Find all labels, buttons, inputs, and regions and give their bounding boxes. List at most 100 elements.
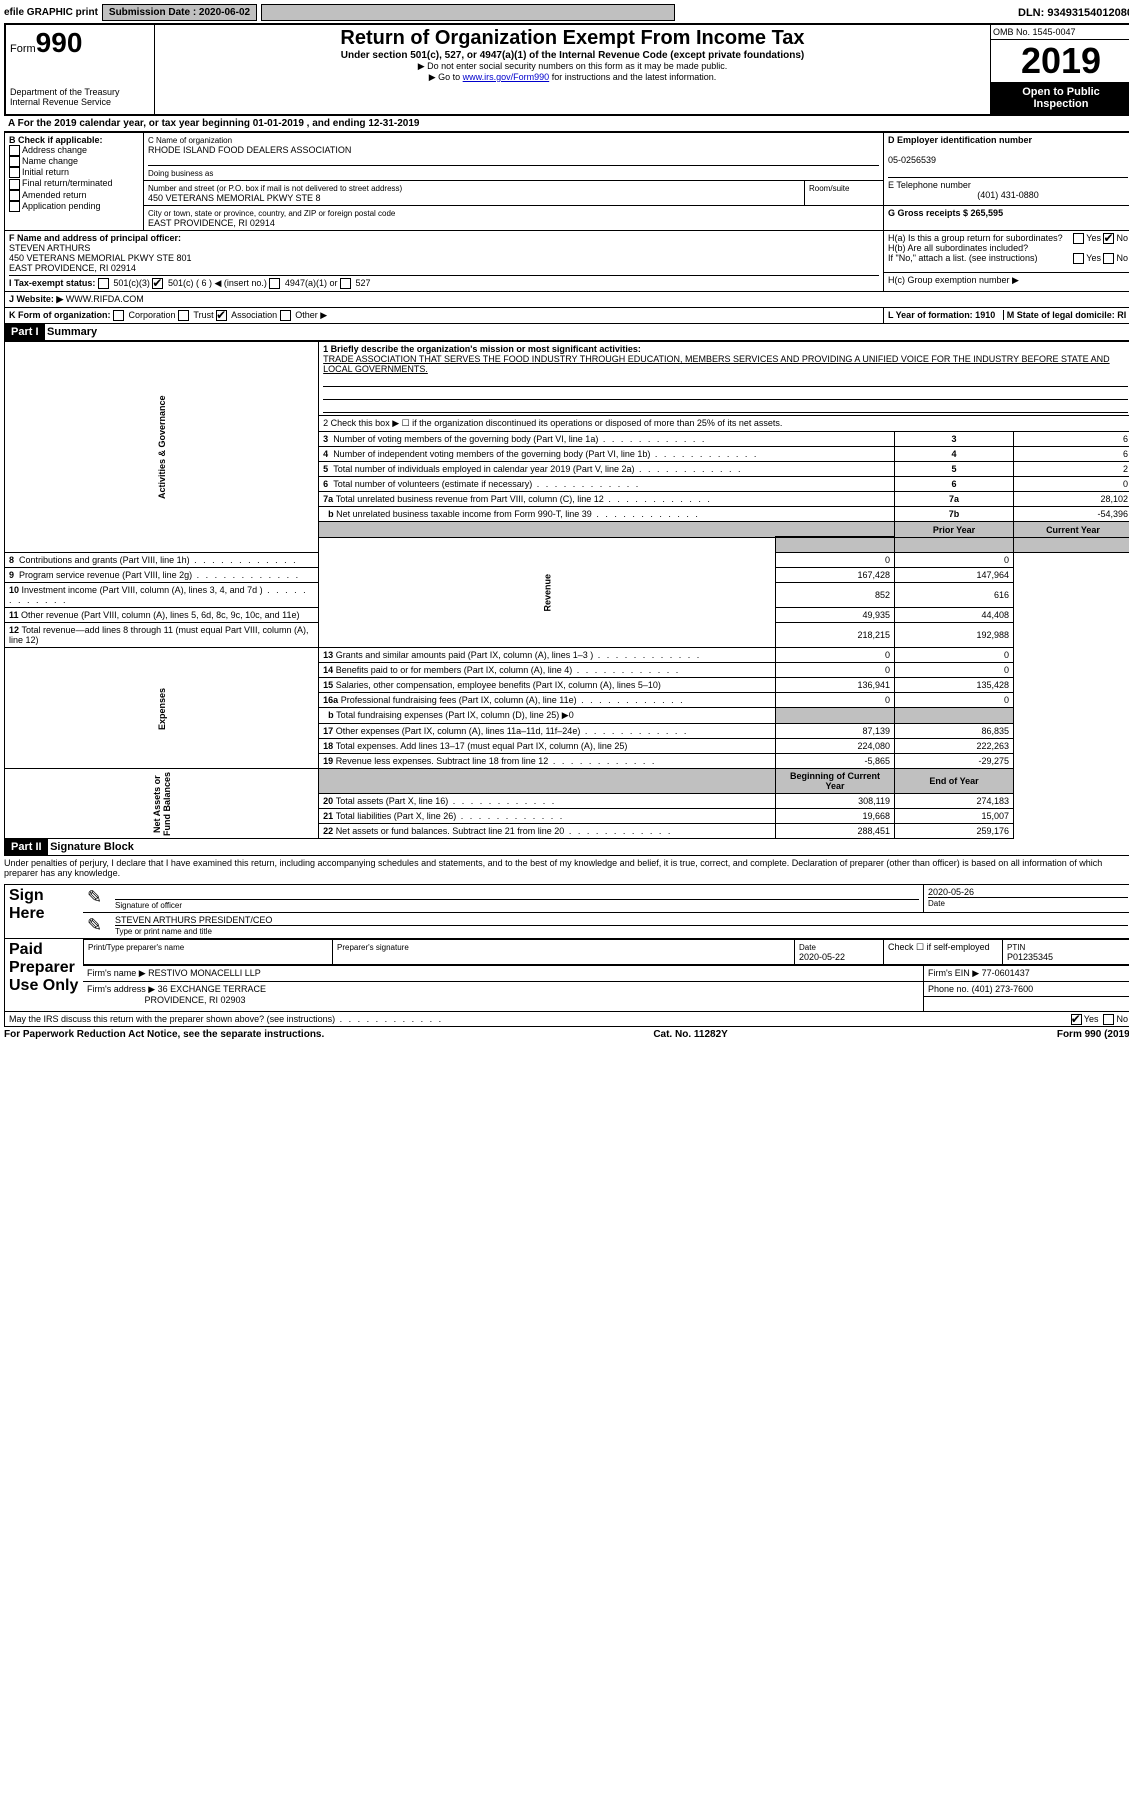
line7b-label: Net unrelated business taxable income fr… <box>336 509 592 519</box>
pen-icon: ✎ <box>83 885 111 913</box>
val7a: 28,102 <box>1014 492 1129 507</box>
line14-label: Benefits paid to or for members (Part IX… <box>336 665 573 675</box>
efile-label: efile GRAPHIC print <box>4 7 98 18</box>
org-name: RHODE ISLAND FOOD DEALERS ASSOCIATION <box>148 145 351 155</box>
line12-prior: 218,215 <box>776 623 895 648</box>
line8-prior: 0 <box>776 553 895 568</box>
hc-label: H(c) Group exemption number ▶ <box>888 275 1019 285</box>
row-a-tax-year: A For the 2019 calendar year, or tax yea… <box>4 116 1129 132</box>
line16a-current: 0 <box>895 693 1014 708</box>
firm-addr2: PROVIDENCE, RI 02903 <box>145 995 246 1005</box>
hb-label: H(b) Are all subordinates included? <box>888 243 1028 253</box>
line17-label: Other expenses (Part IX, column (A), lin… <box>336 726 581 736</box>
chk-527[interactable]: 527 <box>340 278 371 288</box>
line12-label: Total revenue—add lines 8 through 11 (mu… <box>9 625 309 645</box>
box4: 4 <box>895 447 1014 462</box>
line21-label: Total liabilities (Part X, line 26) <box>336 811 457 821</box>
line9-label: Program service revenue (Part VIII, line… <box>19 570 192 580</box>
chk-corp[interactable]: Corporation <box>113 310 176 320</box>
line22-label: Net assets or fund balances. Subtract li… <box>336 826 565 836</box>
footer-left: For Paperwork Reduction Act Notice, see … <box>4 1029 324 1040</box>
part2-header: Part II Signature Block <box>4 839 1129 856</box>
section-b-to-m: B Check if applicable: Address change Na… <box>4 132 1129 324</box>
chk-initial-return[interactable]: Initial return <box>9 167 69 177</box>
line17-prior: 87,139 <box>776 724 895 739</box>
blank-button[interactable] <box>261 4 675 21</box>
sign-here-label: Sign Here <box>9 887 45 922</box>
line2-discontinued: 2 Check this box ▶ ☐ if the organization… <box>319 416 1129 432</box>
chk-application-pending[interactable]: Application pending <box>9 201 101 211</box>
jurat-text: Under penalties of perjury, I declare th… <box>4 856 1129 880</box>
box5: 5 <box>895 462 1014 477</box>
discuss-row: May the IRS discuss this return with the… <box>4 1012 1129 1027</box>
line10-prior: 852 <box>776 583 895 608</box>
box3: 3 <box>895 432 1014 447</box>
date-label: Date <box>928 899 945 908</box>
line6-label: Total number of volunteers (estimate if … <box>333 479 532 489</box>
line16b-label: Total fundraising expenses (Part IX, col… <box>336 710 574 720</box>
line20-label: Total assets (Part X, line 16) <box>336 796 449 806</box>
line22-begin: 288,451 <box>776 824 895 839</box>
firm-addr1: 36 EXCHANGE TERRACE <box>158 984 266 994</box>
submission-date-button[interactable]: Submission Date : 2020-06-02 <box>102 4 257 21</box>
line9-current: 147,964 <box>895 568 1014 583</box>
officer-label: F Name and address of principal officer: <box>9 233 181 243</box>
chk-name-change[interactable]: Name change <box>9 156 78 166</box>
firm-phone-label: Phone no. <box>928 984 969 994</box>
box-b-label: B Check if applicable: <box>9 135 103 145</box>
chk-assoc[interactable]: Association <box>216 310 277 320</box>
top-bar: efile GRAPHIC print Submission Date : 20… <box>4 4 1129 21</box>
val7b: -54,396 <box>1014 507 1129 522</box>
prep-sig-label: Preparer's signature <box>337 943 409 952</box>
city-value: EAST PROVIDENCE, RI 02914 <box>148 218 275 228</box>
firm-addr-label: Firm's address ▶ <box>87 984 155 994</box>
firm-name-label: Firm's name ▶ <box>87 968 146 978</box>
chk-final-return[interactable]: Final return/terminated <box>9 178 113 188</box>
chk-other[interactable]: Other ▶ <box>280 310 327 320</box>
ha-no[interactable]: No <box>1103 233 1128 243</box>
line11-current: 44,408 <box>895 608 1014 623</box>
form-org-label: K Form of organization: <box>9 310 111 320</box>
line21-end: 15,007 <box>895 809 1014 824</box>
street-label: Number and street (or P.O. box if mail i… <box>148 184 402 193</box>
discuss-yes[interactable]: Yes <box>1071 1014 1099 1024</box>
line13-current: 0 <box>895 648 1014 663</box>
ptin-label: PTIN <box>1007 943 1025 952</box>
hb-no[interactable]: No <box>1103 253 1128 263</box>
line10-current: 616 <box>895 583 1014 608</box>
line8-current: 0 <box>895 553 1014 568</box>
prep-name-label: Print/Type preparer's name <box>88 943 184 952</box>
line7a-label: Total unrelated business revenue from Pa… <box>336 494 604 504</box>
chk-amended-return[interactable]: Amended return <box>9 190 87 200</box>
hb-yes[interactable]: Yes <box>1073 253 1101 263</box>
tax-exempt-label: I Tax-exempt status: <box>9 278 95 288</box>
chk-trust[interactable]: Trust <box>178 310 214 320</box>
ha-yes[interactable]: Yes <box>1073 233 1101 243</box>
officer-typed-name: STEVEN ARTHURS PRESIDENT/CEO <box>115 915 272 925</box>
type-name-label: Type or print name and title <box>115 927 212 936</box>
chk-4947[interactable]: 4947(a)(1) or <box>269 278 337 288</box>
form-label: Form990 <box>10 43 82 55</box>
chk-501c[interactable]: 501(c) ( 6 ) ◀ (insert no.) <box>152 278 266 288</box>
firm-phone: (401) 273-7600 <box>972 984 1034 994</box>
prep-date-label: Date <box>799 943 816 952</box>
line19-label: Revenue less expenses. Subtract line 18 … <box>336 756 549 766</box>
line11-prior: 49,935 <box>776 608 895 623</box>
chk-address-change[interactable]: Address change <box>9 145 87 155</box>
irs-link[interactable]: www.irs.gov/Form990 <box>463 72 550 82</box>
chk-501c3[interactable]: 501(c)(3) <box>98 278 150 288</box>
instr-link: ▶ Go to www.irs.gov/Form990 for instruct… <box>159 72 986 83</box>
instr-ssn: ▶ Do not enter social security numbers o… <box>159 61 986 72</box>
line20-begin: 308,119 <box>776 794 895 809</box>
discuss-no[interactable]: No <box>1103 1014 1128 1024</box>
line15-current: 135,428 <box>895 678 1014 693</box>
vlabel-expenses: Expenses <box>5 648 319 769</box>
dba-label: Doing business as <box>148 169 213 178</box>
year-formation: L Year of formation: 1910 <box>888 310 995 320</box>
form-subtitle: Under section 501(c), 527, or 4947(a)(1)… <box>159 50 986 61</box>
vlabel-revenue: Revenue <box>319 537 776 648</box>
check-self[interactable]: Check ☐ if self-employed <box>888 942 990 952</box>
form-title: Return of Organization Exempt From Incom… <box>159 27 986 50</box>
org-name-label: C Name of organization <box>148 136 232 145</box>
footer-right: Form 990 (2019) <box>1057 1029 1129 1040</box>
